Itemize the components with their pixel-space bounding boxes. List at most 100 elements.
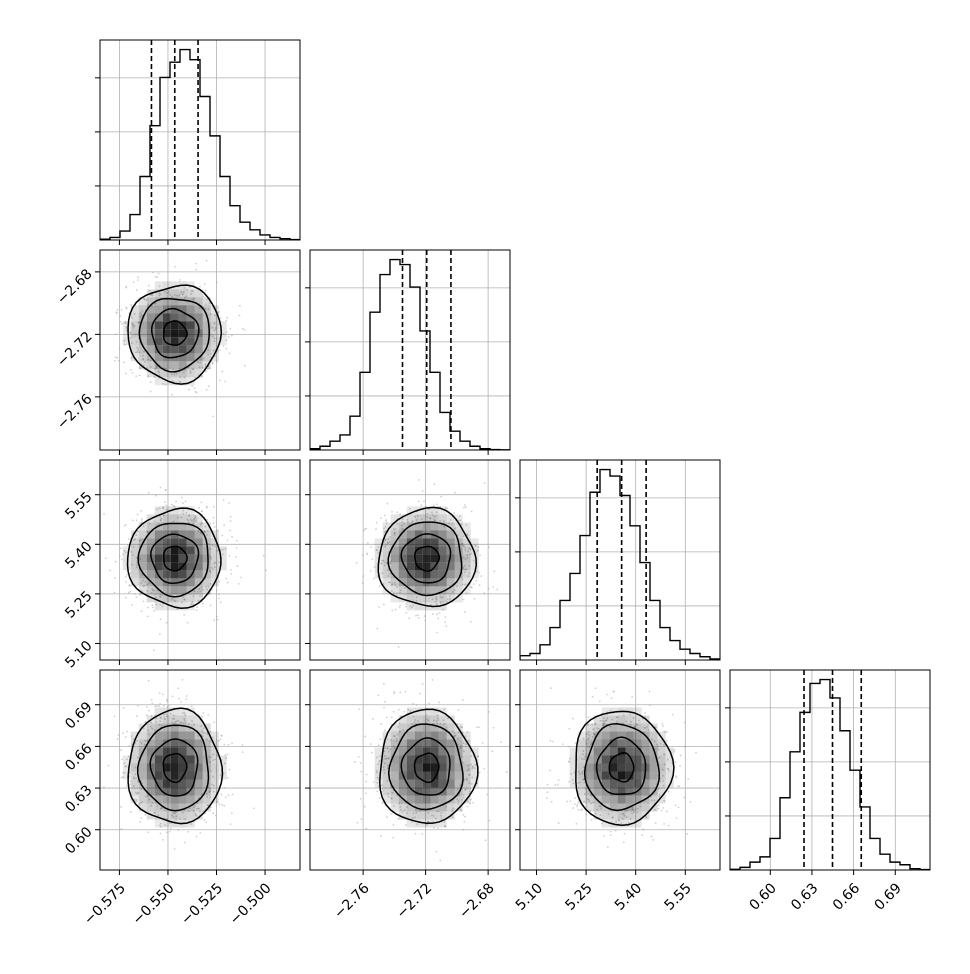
scatter-point (151, 294, 154, 297)
scatter-point (218, 739, 221, 742)
scatter-point (480, 575, 483, 578)
scatter-point (411, 723, 413, 725)
density-cell (398, 803, 407, 812)
scatter-point (159, 293, 162, 296)
scatter-point (439, 601, 442, 604)
density-cell (202, 771, 211, 780)
scatter-point (197, 530, 200, 533)
scatter-point (609, 834, 612, 837)
scatter-point (484, 839, 487, 842)
panel-frame (99, 459, 301, 661)
scatter-point (208, 302, 211, 305)
scatter-point (634, 808, 637, 811)
density-cell (138, 586, 147, 595)
density-cell (406, 554, 415, 563)
density-cell (406, 771, 415, 780)
scatter-point (572, 782, 575, 785)
scatter-point (451, 816, 454, 819)
density-cell (146, 779, 155, 788)
scatter-point (176, 516, 179, 519)
scatter-point (451, 523, 453, 525)
scatter-point (210, 566, 213, 569)
scatter-point (138, 558, 141, 561)
scatter-point (360, 770, 362, 773)
scatter-point (152, 589, 155, 592)
scatter-point (119, 320, 122, 323)
density-cell (154, 819, 163, 828)
density-cell (146, 586, 155, 595)
scatter-point (138, 539, 141, 542)
scatter-point (154, 596, 157, 599)
density-cell (430, 731, 439, 740)
scatter-point (226, 753, 229, 756)
scatter-point (611, 816, 614, 819)
density-cell (194, 771, 203, 780)
scatter-point (397, 817, 400, 820)
scatter-point (171, 380, 174, 383)
scatter-point (487, 587, 490, 590)
density-cell (162, 771, 171, 780)
scatter-point (224, 796, 227, 799)
scatter-point (180, 701, 183, 703)
scatter-point (459, 784, 461, 787)
scatter-point (392, 710, 395, 713)
scatter-point (192, 809, 195, 812)
scatter-point (589, 793, 592, 796)
scatter-point (435, 503, 438, 506)
scatter-point (461, 726, 464, 729)
scatter-point (636, 807, 639, 810)
scatter-point (382, 560, 385, 562)
scatter-point (189, 371, 192, 374)
scatter-point (631, 806, 634, 809)
scatter-point (393, 747, 396, 749)
scatter-point (663, 822, 665, 825)
scatter-point (500, 741, 502, 744)
density-cell (382, 747, 391, 756)
density-cell (202, 739, 211, 748)
density-cell (438, 554, 447, 563)
x-tick-label: −2.72 (394, 880, 436, 922)
hist-panel-1 (305, 249, 511, 455)
scatter-point (648, 690, 651, 693)
density-cell (202, 787, 211, 796)
scatter-point (474, 763, 477, 766)
density-cell (454, 779, 463, 788)
scatter-point (468, 781, 471, 784)
scatter-point (600, 807, 603, 810)
scatter-point (356, 821, 359, 824)
scatter-point (199, 285, 201, 288)
scatter-point (407, 708, 410, 711)
scatter-point (138, 569, 141, 572)
scatter-point (200, 586, 203, 589)
scatter-point (631, 696, 634, 698)
scatter-point (451, 591, 454, 593)
scatter-point (431, 514, 434, 516)
scatter-point (377, 785, 380, 788)
density-cell (390, 522, 399, 531)
scatter-point (184, 296, 186, 299)
scatter-point (657, 807, 660, 810)
scatter-point (235, 539, 238, 542)
scatter-point (463, 571, 466, 574)
scatter-point (604, 720, 607, 722)
scatter-point (130, 317, 133, 319)
density-cell (398, 763, 407, 772)
density-cell (170, 819, 179, 828)
density-cell (186, 562, 195, 571)
scatter-point (456, 743, 459, 746)
density-cell (162, 329, 171, 338)
scatter-point (163, 718, 166, 721)
scatter-point (130, 563, 133, 566)
density-cell (649, 771, 658, 780)
density-cell (446, 570, 455, 579)
density-cell (430, 522, 439, 531)
scatter-point (658, 794, 661, 796)
scatter-point (440, 596, 443, 599)
scatter-point (411, 817, 414, 819)
density-cell (138, 779, 147, 788)
density-cell (470, 771, 479, 780)
density-cell (454, 586, 463, 595)
y-tick-label: 5.10 (62, 638, 95, 671)
density-cells (122, 281, 227, 386)
density-cell (186, 811, 195, 820)
